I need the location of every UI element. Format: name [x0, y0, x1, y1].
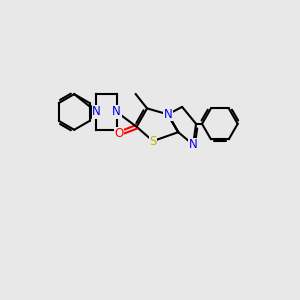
Text: N: N — [164, 108, 172, 121]
Text: N: N — [189, 138, 197, 151]
Text: N: N — [112, 106, 121, 118]
Text: N: N — [92, 106, 101, 118]
Text: S: S — [149, 135, 157, 148]
Text: O: O — [114, 127, 123, 140]
